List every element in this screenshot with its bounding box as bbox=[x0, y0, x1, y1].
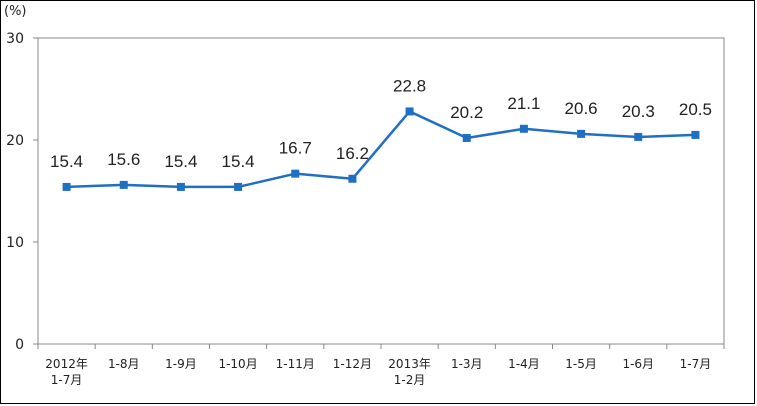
data-label: 15.6 bbox=[107, 150, 140, 169]
x-tick-label: 1-5月 bbox=[565, 357, 597, 371]
data-point-marker bbox=[577, 129, 586, 138]
x-tick-label: 1-2月 bbox=[394, 373, 426, 387]
data-label: 20.3 bbox=[622, 102, 655, 121]
x-tick-label: 1-7月 bbox=[51, 373, 83, 387]
data-point-marker bbox=[519, 124, 528, 133]
data-labels: 15.4 15.6 15.4 15.4 16.7 16.2 22.8 20.2 21.1 20.6… bbox=[50, 76, 712, 170]
y-tick-label: 0 bbox=[15, 337, 24, 353]
data-label: 20.6 bbox=[565, 99, 598, 118]
data-point-marker bbox=[405, 107, 414, 116]
plot-area bbox=[37, 37, 725, 345]
y-tick-label: 30 bbox=[6, 31, 24, 47]
data-point-marker bbox=[691, 130, 700, 139]
data-point-marker bbox=[634, 132, 643, 141]
data-point-marker bbox=[462, 133, 471, 142]
data-point-marker bbox=[348, 174, 357, 183]
x-axis: 2012年 1-7月 1-8月 1-9月 1-10月 1-11月 1-12月 2013年 1-2… bbox=[37, 344, 725, 387]
data-label: 21.1 bbox=[507, 94, 540, 113]
data-point-marker bbox=[176, 182, 185, 191]
data-label: 15.4 bbox=[50, 152, 83, 171]
series-group bbox=[62, 107, 700, 191]
data-label: 20.2 bbox=[450, 103, 483, 122]
data-point-marker bbox=[291, 169, 300, 178]
x-tick-label: 1-4月 bbox=[508, 357, 540, 371]
data-label: 22.8 bbox=[393, 76, 426, 95]
y-tick-label: 20 bbox=[6, 133, 24, 149]
y-axis: 0 10 20 30 bbox=[6, 31, 38, 353]
x-tick-label: 1-6月 bbox=[622, 357, 654, 371]
data-point-marker bbox=[62, 182, 71, 191]
x-tick-label: 1-8月 bbox=[108, 357, 140, 371]
x-tick-label: 1-3月 bbox=[451, 357, 483, 371]
x-tick-label: 1-12月 bbox=[333, 357, 372, 371]
data-label: 15.4 bbox=[164, 152, 197, 171]
x-tick-label: 1-10月 bbox=[218, 357, 257, 371]
x-tick-label: 2012年 bbox=[45, 357, 88, 371]
data-point-marker bbox=[234, 182, 243, 191]
y-tick-label: 10 bbox=[6, 235, 24, 251]
data-label: 16.7 bbox=[279, 139, 312, 158]
x-tick-label: 1-11月 bbox=[276, 357, 315, 371]
series-line bbox=[66, 110, 696, 189]
data-label: 20.5 bbox=[679, 100, 712, 119]
y-unit-label: (%) bbox=[4, 4, 27, 19]
x-tick-label: 2013年 bbox=[388, 357, 431, 371]
x-tick-label: 1-9月 bbox=[165, 357, 197, 371]
x-tick-label: 1-7月 bbox=[680, 357, 712, 371]
data-label: 15.4 bbox=[222, 152, 255, 171]
data-label: 16.2 bbox=[336, 144, 369, 163]
data-point-marker bbox=[119, 180, 128, 189]
